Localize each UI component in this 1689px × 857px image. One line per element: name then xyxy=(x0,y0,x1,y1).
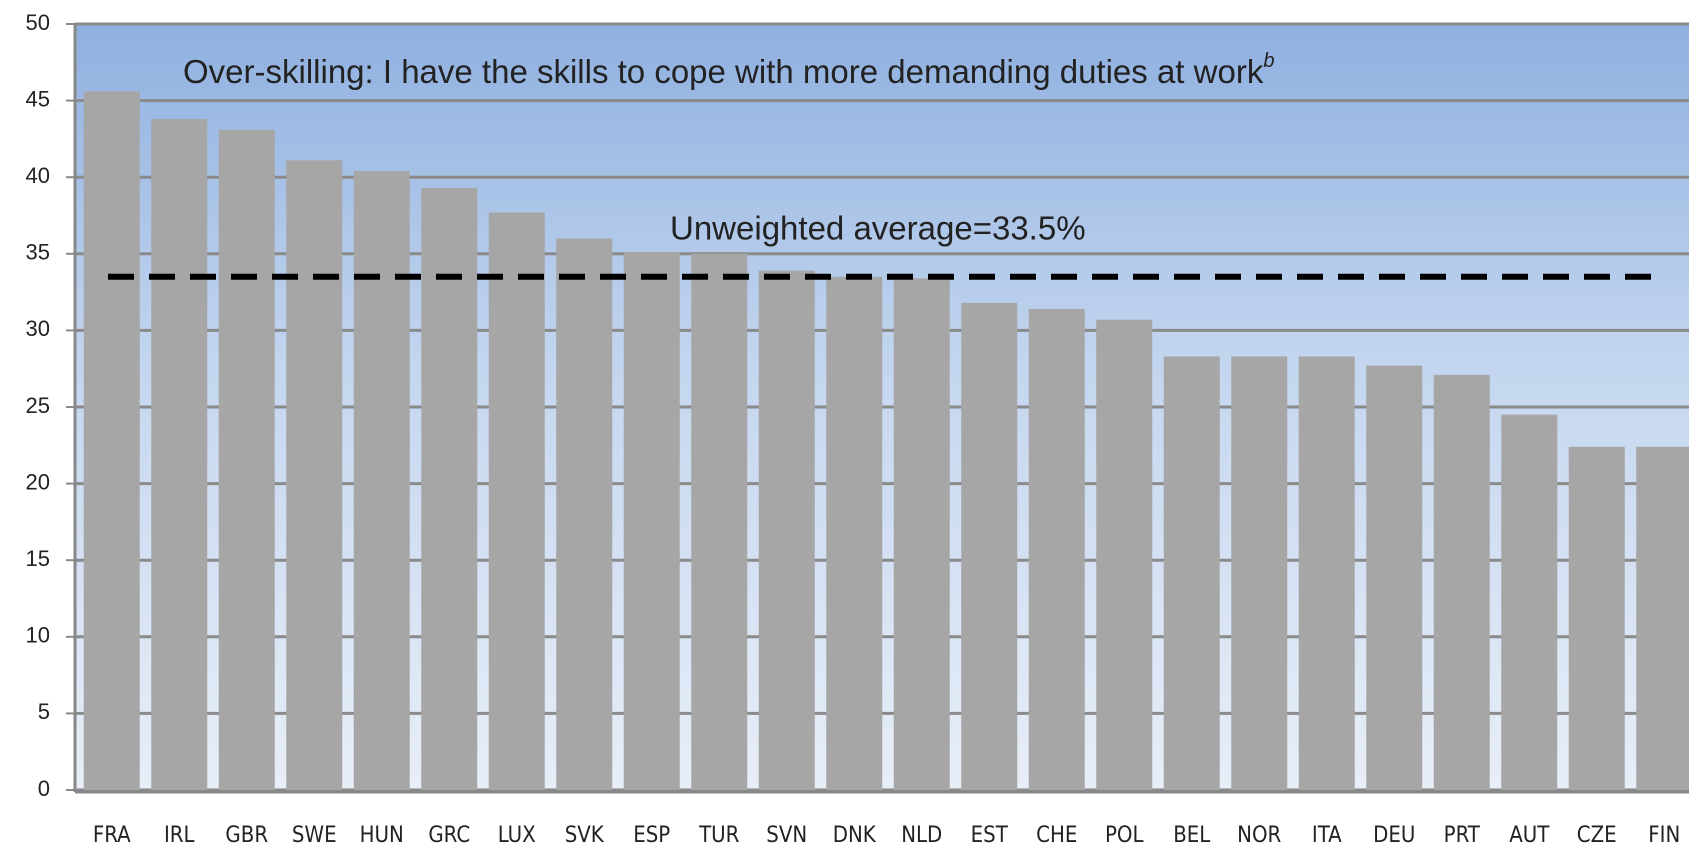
bar xyxy=(421,187,478,790)
bar xyxy=(1231,356,1288,790)
x-tick-label: DEU xyxy=(1373,823,1415,848)
bar xyxy=(556,238,613,791)
bar xyxy=(1501,414,1558,790)
bar xyxy=(623,252,680,790)
average-label: Unweighted average=33.5% xyxy=(670,210,1086,247)
chart-title: Over-skilling: I have the skills to cope… xyxy=(183,50,1274,89)
y-tick-label: 10 xyxy=(26,623,50,648)
bar xyxy=(151,118,208,790)
bar xyxy=(961,302,1018,790)
x-tick-label: DNK xyxy=(833,823,877,848)
bar xyxy=(83,91,140,790)
x-tick-label: BEL xyxy=(1173,823,1210,848)
y-tick-label: 40 xyxy=(26,163,50,188)
bar xyxy=(1028,308,1085,790)
bar xyxy=(1433,374,1490,790)
bar xyxy=(1163,356,1220,790)
title-note: b xyxy=(1263,50,1274,72)
x-tick-label: NLD xyxy=(901,823,942,848)
bar xyxy=(826,276,883,790)
x-tick-label: SVK xyxy=(565,823,605,848)
x-tick-label: HUN xyxy=(360,823,404,848)
x-tick-label: ESP xyxy=(633,823,670,848)
x-tick-label: NOR xyxy=(1237,823,1281,848)
title-text: Over-skilling: I have the skills to cope… xyxy=(183,53,1264,90)
x-tick-label: PRT xyxy=(1444,823,1481,848)
bar xyxy=(893,278,950,790)
x-tick-label: SVN xyxy=(766,823,807,848)
y-tick-label: 30 xyxy=(26,316,50,341)
bar xyxy=(1366,365,1423,790)
bar xyxy=(1298,356,1355,790)
x-tick-label: ITA xyxy=(1312,823,1342,848)
x-tick-label: POL xyxy=(1105,823,1144,848)
y-tick-label: 5 xyxy=(38,699,50,724)
x-tick-label: IRL xyxy=(164,823,195,848)
y-tick-label: 20 xyxy=(26,469,50,494)
x-tick-label: AUT xyxy=(1509,823,1550,848)
x-tick-label: TUR xyxy=(698,823,740,848)
bar xyxy=(1568,446,1625,790)
x-tick-label: FRA xyxy=(93,823,131,848)
y-tick-label: 45 xyxy=(26,86,50,111)
bar xyxy=(758,270,815,791)
bar xyxy=(1096,319,1153,790)
bar xyxy=(286,160,343,790)
bar xyxy=(488,212,545,790)
x-tick-label: GBR xyxy=(225,823,268,848)
x-tick-label: GRC xyxy=(428,823,470,848)
x-tick-label: CHE xyxy=(1036,823,1077,848)
x-tick-label: LUX xyxy=(498,823,536,848)
bar xyxy=(1636,446,1689,790)
bar xyxy=(353,171,410,790)
y-tick-label: 0 xyxy=(38,776,50,801)
y-tick-label: 15 xyxy=(26,546,50,571)
y-tick-label: 50 xyxy=(26,10,50,35)
bar xyxy=(218,129,275,790)
bar xyxy=(691,253,748,791)
x-tick-label: CZE xyxy=(1577,823,1617,848)
x-tick-label: FIN xyxy=(1648,823,1680,848)
x-tick-label: SWE xyxy=(292,823,337,848)
y-tick-label: 35 xyxy=(26,240,50,265)
y-tick-label: 25 xyxy=(26,393,50,418)
x-tick-label: EST xyxy=(971,823,1009,848)
